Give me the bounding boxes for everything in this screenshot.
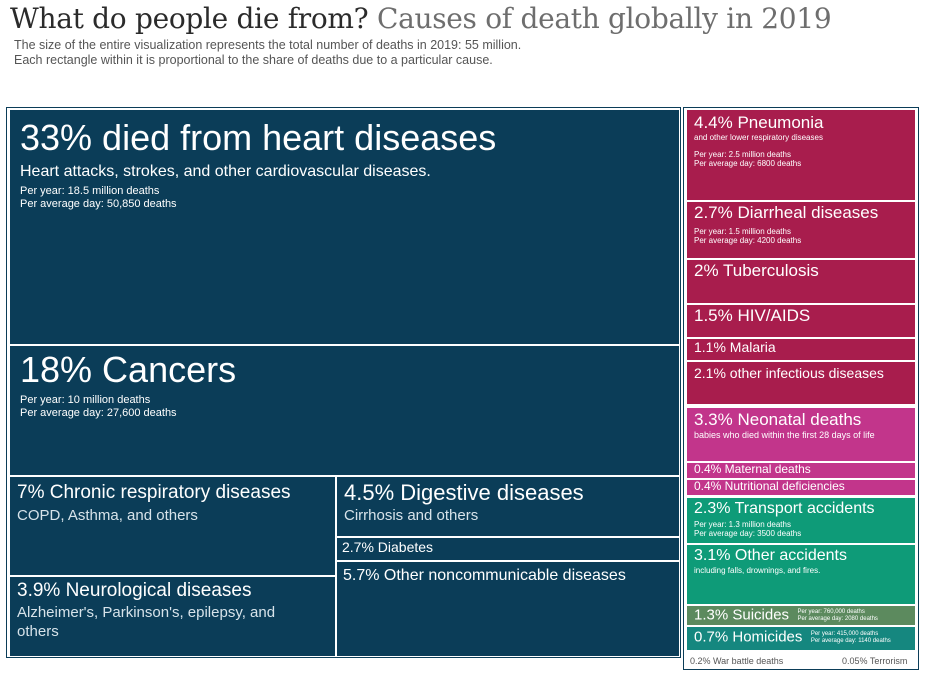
- malaria-label: 1.1% Malaria: [694, 339, 776, 355]
- chronic-respiratory-cell: 7% Chronic respiratory diseases COPD, As…: [9, 476, 336, 576]
- homicides-per-day: Per average day: 1140 deaths: [810, 637, 891, 644]
- terrorism-label: 0.05% Terrorism: [842, 656, 908, 666]
- digestive-label: 4.5% Digestive diseases: [344, 480, 584, 505]
- communicable-injuries-frame: [683, 107, 919, 670]
- homicides-label: 0.7% Homicides: [694, 628, 803, 646]
- diabetes-label: 2.7% Diabetes: [342, 539, 434, 555]
- hiv-aids-label: 1.5% HIV/AIDS: [694, 306, 811, 325]
- other-noncommunicable-label: 5.7% Other noncommunicable diseases: [343, 567, 626, 584]
- diabetes-cell: 2.7% Diabetes: [336, 537, 680, 561]
- other-noncommunicable-cell: 5.7% Other noncommunicable diseases: [336, 561, 680, 657]
- suicides-cell: 1.3% Suicides Per year: 760,000 deaths P…: [686, 605, 916, 626]
- diarrheal-per-day: Per average day: 4200 deaths: [694, 235, 802, 245]
- heart-diseases-label: 33% died from heart diseases: [20, 117, 497, 158]
- suicides-per-year: Per year: 760,000 deaths: [797, 609, 865, 616]
- other-accidents-label: 3.1% Other accidents: [694, 547, 847, 564]
- diarrheal-per-year: Per year: 1.5 million deaths: [694, 226, 791, 236]
- pneumonia-desc: and other lower respiratory diseases: [694, 132, 823, 142]
- transport-accidents-per-day: Per average day: 3500 deaths: [694, 528, 802, 538]
- tuberculosis-cell: 2% Tuberculosis: [686, 259, 916, 304]
- war-battle-deaths-label: 0.2% War battle deaths: [690, 656, 784, 666]
- pneumonia-per-day: Per average day: 6800 deaths: [694, 159, 802, 169]
- other-accidents-cell: 3.1% Other accidents including falls, dr…: [686, 544, 916, 605]
- transport-accidents-cell: 2.3% Transport accidents Per year: 1.3 m…: [686, 497, 916, 544]
- other-infectious-label: 2.1% other infectious diseases: [694, 365, 884, 381]
- neurological-desc: Alzheimer's, Parkinson's, epilepsy, and …: [17, 603, 276, 640]
- chronic-respiratory-label: 7% Chronic respiratory diseases: [17, 482, 291, 503]
- homicides-stats: Per year: 415,000 deaths Per average day…: [811, 631, 891, 644]
- cancers-per-year: Per year: 10 million deaths: [20, 393, 151, 406]
- neonatal-cell: 3.3% Neonatal deaths babies who died wit…: [686, 407, 916, 462]
- tuberculosis-label: 2% Tuberculosis: [694, 261, 819, 280]
- page-title: What do people die from? Causes of death…: [10, 2, 832, 35]
- heart-diseases-per-day: Per average day: 50,850 deaths: [20, 197, 177, 210]
- suicides-per-day: Per average day: 2080 deaths: [797, 615, 878, 622]
- heart-diseases-desc: Heart attacks, strokes, and other cardio…: [20, 162, 431, 180]
- cancers-cell: 18% Cancers Per year: 10 million deaths …: [9, 345, 680, 476]
- cancers-per-day: Per average day: 27,600 deaths: [20, 406, 177, 419]
- homicides-per-year: Per year: 415,000 deaths: [810, 631, 879, 638]
- cancers-label: 18% Cancers: [20, 349, 237, 390]
- digestive-desc: Cirrhosis and others: [344, 507, 479, 525]
- title-main: What do people die from?: [10, 2, 369, 35]
- nutritional-cell: 0.4% Nutritional deficiencies: [686, 479, 916, 496]
- neonatal-label: 3.3% Neonatal deaths: [694, 410, 862, 429]
- heart-diseases-per-year: Per year: 18.5 million deaths: [20, 184, 160, 197]
- suicides-label: 1.3% Suicides: [694, 606, 790, 624]
- other-accidents-desc: including falls, drownings, and fires.: [694, 565, 821, 575]
- maternal-label: 0.4% Maternal deaths: [694, 462, 811, 476]
- digestive-cell: 4.5% Digestive diseases Cirrhosis and ot…: [336, 476, 680, 537]
- maternal-cell: 0.4% Maternal deaths: [686, 462, 916, 479]
- nutritional-label: 0.4% Nutritional deficiencies: [694, 479, 845, 493]
- suicides-stats: Per year: 760,000 deaths Per average day…: [798, 609, 878, 622]
- noncommunicable-frame: [6, 107, 681, 658]
- pneumonia-per-year: Per year: 2.5 million deaths: [694, 149, 791, 159]
- diarrheal-label: 2.7% Diarrheal diseases: [694, 203, 879, 222]
- pneumonia-label: 4.4% Pneumonia: [694, 113, 824, 132]
- hiv-aids-cell: 1.5% HIV/AIDS: [686, 304, 916, 338]
- title-light: Causes of death globally in 2019: [376, 2, 832, 35]
- chronic-respiratory-desc: COPD, Asthma, and others: [17, 506, 198, 524]
- diarrheal-cell: 2.7% Diarrheal diseases Per year: 1.5 mi…: [686, 201, 916, 259]
- neurological-cell: 3.9% Neurological diseases Alzheimer's, …: [9, 576, 336, 657]
- other-infectious-cell: 2.1% other infectious diseases: [686, 361, 916, 405]
- homicides-cell: 0.7% Homicides Per year: 415,000 deaths …: [686, 626, 916, 651]
- subtitle-line-2: Each rectangle within it is proportional…: [14, 53, 493, 67]
- heart-diseases-cell: 33% died from heart diseases Heart attac…: [9, 109, 680, 345]
- malaria-cell: 1.1% Malaria: [686, 338, 916, 361]
- neonatal-desc: babies who died within the first 28 days…: [694, 429, 875, 440]
- subtitle-line-1: The size of the entire visualization rep…: [14, 38, 522, 52]
- transport-accidents-label: 2.3% Transport accidents: [694, 500, 875, 517]
- pneumonia-cell: 4.4% Pneumonia and other lower respirato…: [686, 109, 916, 201]
- neurological-label: 3.9% Neurological diseases: [17, 580, 252, 601]
- transport-accidents-per-year: Per year: 1.3 million deaths: [694, 519, 791, 529]
